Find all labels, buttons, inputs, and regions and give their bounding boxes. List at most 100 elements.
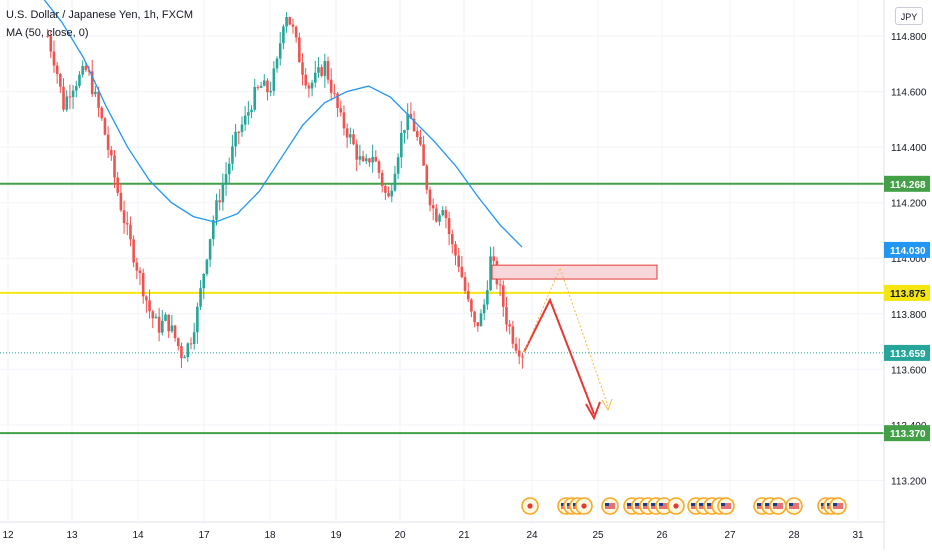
flag-canton (573, 503, 577, 506)
candle-body (310, 82, 314, 89)
candle-body (441, 210, 445, 216)
candle-body (339, 108, 343, 113)
candle-body (247, 112, 250, 116)
candle-body (358, 156, 362, 160)
candle-body (384, 185, 387, 193)
candle-body (78, 74, 81, 87)
flag-icon (721, 503, 731, 509)
candle-body (192, 332, 196, 345)
candle-body (333, 92, 336, 94)
indicator-legend[interactable]: MA (50, close, 0) (6, 27, 89, 39)
flag-canton (721, 503, 725, 506)
flag-icon (773, 503, 783, 509)
flag-canton (643, 503, 647, 506)
candle-body (135, 262, 139, 271)
candle-body (428, 189, 432, 206)
candle-body (294, 26, 298, 38)
candle-body (374, 156, 378, 162)
marker-label-blue-bg (884, 241, 930, 258)
candle-body (403, 129, 406, 134)
candle-body (349, 134, 352, 138)
price-tick-label: 113.200 (891, 476, 927, 487)
candle-body (205, 259, 209, 274)
candle-body (282, 26, 285, 44)
candle-body (492, 256, 496, 261)
candle-body (342, 112, 346, 129)
flag-canton (691, 503, 695, 506)
candle-body (269, 90, 272, 93)
candle-body (119, 192, 123, 211)
flag-canton (659, 503, 663, 506)
flag-canton (827, 503, 831, 506)
candle-body (212, 220, 215, 240)
time-tick-label: 19 (330, 530, 342, 541)
candle-body (84, 66, 88, 71)
currency-button[interactable]: JPY (895, 7, 923, 25)
candle-body (71, 90, 75, 98)
candle-body (489, 256, 492, 291)
price-axis[interactable]: 113.200113.400113.600113.800114.000114.2… (883, 0, 930, 550)
candle-body (463, 277, 467, 291)
candle-body (304, 74, 308, 86)
event-dot (527, 503, 533, 509)
flag-canton (561, 503, 565, 506)
ma-line (43, 0, 523, 248)
candle-body (262, 80, 266, 86)
candle-body (508, 324, 511, 327)
time-tick-label: 26 (656, 530, 668, 541)
candle-body (317, 67, 320, 73)
candle-body (460, 266, 464, 278)
candle-body (377, 161, 381, 173)
time-axis[interactable]: 12 13 14 17 18 19 20 21 24 25 26 27 28 31 (0, 521, 884, 541)
candle-body (97, 91, 100, 108)
candle-body (364, 158, 368, 162)
candle-body (466, 290, 470, 300)
candle-body (74, 86, 78, 91)
candle-body (288, 16, 292, 25)
candle-body (62, 86, 65, 110)
flag-canton (605, 503, 609, 506)
candle-body (435, 208, 438, 222)
candle-body (501, 285, 505, 307)
candle-body (291, 24, 295, 27)
price-tick-label: 114.600 (891, 88, 927, 99)
candle-body (46, 36, 49, 38)
candle-body (259, 85, 263, 88)
chart-title: U.S. Dollar / Japanese Yen, 1h, FXCM (6, 9, 194, 21)
price-tick-label: 114.000 (891, 254, 927, 265)
level-label-upper-bg (884, 175, 930, 192)
candle-body (371, 156, 374, 163)
candle-body (186, 343, 190, 358)
projection-path-alternate (523, 266, 609, 407)
candle-body (355, 144, 358, 160)
candle-body (218, 200, 221, 203)
candle-body (307, 85, 311, 89)
candle-body (253, 87, 257, 110)
candle-body (90, 71, 94, 95)
candle-body (498, 284, 502, 286)
candle-body (400, 133, 403, 158)
candle-body (451, 234, 454, 245)
candle-body (409, 113, 413, 119)
candle-body (323, 61, 327, 76)
candle-body (521, 356, 524, 358)
level-label-yellow: 113.875 (890, 289, 926, 300)
candle-body (313, 72, 317, 83)
candle-body (237, 131, 241, 133)
candle-body (100, 107, 104, 119)
candle-body (234, 131, 237, 147)
candle-body (380, 172, 384, 186)
event-markers[interactable] (521, 497, 847, 515)
candle-body (65, 96, 69, 110)
candle-body (352, 134, 355, 145)
candle-body (141, 273, 145, 297)
candle-body (129, 224, 132, 240)
candle-body (326, 61, 330, 80)
candle-body (479, 313, 483, 327)
candle-body (482, 304, 486, 314)
candle-body (49, 36, 53, 52)
flag-canton (567, 503, 571, 506)
candle-body (151, 311, 155, 319)
